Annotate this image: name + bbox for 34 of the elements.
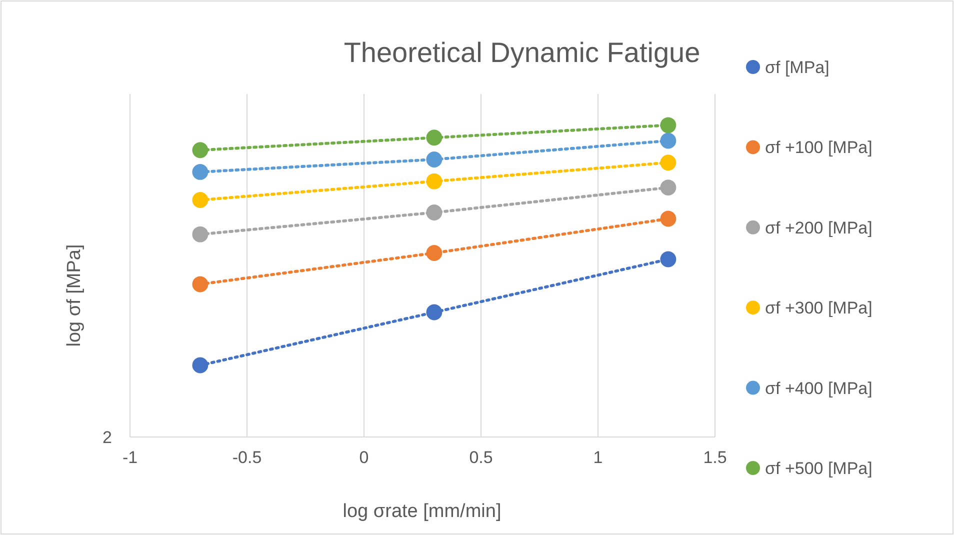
point xyxy=(426,173,442,190)
y-axis-title: log σf [MPa] xyxy=(64,244,85,347)
point xyxy=(192,276,208,292)
point xyxy=(426,304,442,320)
x-tick-label: 1.5 xyxy=(703,448,727,468)
legend-label: σf +500 [MPa] xyxy=(765,459,872,478)
chart-title: Theoretical Dynamic Fatigue xyxy=(344,37,700,68)
point xyxy=(660,154,676,171)
legend-label: σf [MPa] xyxy=(765,58,830,77)
x-tick-label: -1 xyxy=(122,448,138,468)
legend-label: σf +200 [MPa] xyxy=(765,218,872,238)
point xyxy=(192,164,208,180)
legend-label: σf +300 [MPa] xyxy=(765,298,872,318)
x-tick-label: -0.5 xyxy=(232,448,262,468)
x-tick-label: 0 xyxy=(359,448,369,468)
point xyxy=(660,180,676,196)
point xyxy=(660,251,676,268)
point xyxy=(426,245,442,261)
point xyxy=(192,142,208,158)
point xyxy=(426,152,442,168)
x-tick-label: 0.5 xyxy=(469,448,493,468)
legend-label: σf +400 [MPa] xyxy=(765,378,872,398)
point xyxy=(660,132,676,149)
point xyxy=(660,210,676,227)
point xyxy=(426,130,442,146)
point xyxy=(426,204,442,220)
x-tick-label: 1 xyxy=(593,448,603,468)
text: 2 xyxy=(102,428,112,447)
point xyxy=(660,117,676,134)
point xyxy=(192,192,208,208)
legend-label: σf +100 [MPa] xyxy=(765,138,872,158)
point xyxy=(192,226,208,242)
point xyxy=(192,357,208,374)
x-axis-title: log σrate [mm/min] xyxy=(342,501,502,522)
